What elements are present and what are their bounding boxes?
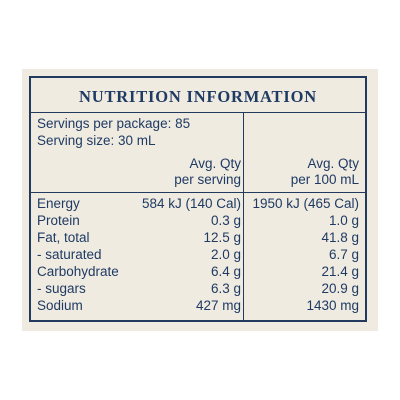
nutrient-name: - saturated [37, 247, 102, 262]
column-header-line: Avg. Qty [189, 156, 241, 171]
servings-per-package: Servings per package: 85 [37, 116, 191, 131]
nutrient-row: - saturated 2.0 g 6.7 g [31, 246, 365, 263]
per-100-value: 6.7 g [328, 247, 359, 262]
nutrient-name: Protein [37, 213, 80, 228]
per-100-value: 21.4 g [321, 264, 359, 279]
nutrient-name: Energy [37, 196, 80, 211]
nutrient-name: Sodium [37, 298, 83, 313]
nutrient-row: Sodium 427 mg 1430 mg [31, 297, 365, 314]
per-serving-value: 0.3 g [210, 213, 241, 228]
nutrient-row: Protein 0.3 g 1.0 g [31, 212, 365, 229]
header-divider [31, 192, 365, 193]
per-100-value: 20.9 g [321, 281, 359, 296]
per-serving-value: 12.5 g [203, 230, 241, 245]
per-100-value: 1430 mg [306, 298, 359, 313]
panel-title: NUTRITION INFORMATION [79, 87, 317, 106]
nutrient-name: Carbohydrate [37, 264, 119, 279]
per-serving-value: 6.3 g [210, 281, 241, 296]
nutrient-rows: Energy 584 kJ (140 Cal) 1950 kJ (465 Cal… [31, 195, 365, 314]
column-header-line: per serving [174, 172, 241, 187]
per-serving-value: 2.0 g [210, 247, 241, 262]
column-header-per-serving: Avg. Qty per serving [174, 156, 241, 188]
per-serving-value: 584 kJ (140 Cal) [141, 196, 241, 211]
nutrition-panel: NUTRITION INFORMATION Servings per packa… [22, 69, 378, 331]
per-100-value: 1.0 g [328, 213, 359, 228]
column-header-line: Avg. Qty [307, 156, 359, 171]
nutrient-row: - sugars 6.3 g 20.9 g [31, 280, 365, 297]
nutrient-row: Energy 584 kJ (140 Cal) 1950 kJ (465 Cal… [31, 195, 365, 212]
column-divider [243, 112, 244, 320]
column-header-per-100: Avg. Qty per 100 mL [291, 156, 359, 188]
nutrition-table-frame: NUTRITION INFORMATION Servings per packa… [29, 76, 367, 322]
per-serving-value: 427 mg [195, 298, 241, 313]
nutrient-row: Fat, total 12.5 g 41.8 g [31, 229, 365, 246]
serving-size: Serving size: 30 mL [37, 133, 156, 148]
nutrient-row: Carbohydrate 6.4 g 21.4 g [31, 263, 365, 280]
nutrient-name: Fat, total [37, 230, 90, 245]
nutrient-name: - sugars [37, 281, 86, 296]
per-serving-value: 6.4 g [210, 264, 241, 279]
per-100-value: 41.8 g [321, 230, 359, 245]
column-header-line: per 100 mL [290, 172, 359, 187]
per-100-value: 1950 kJ (465 Cal) [252, 196, 359, 211]
title-divider [31, 112, 365, 113]
